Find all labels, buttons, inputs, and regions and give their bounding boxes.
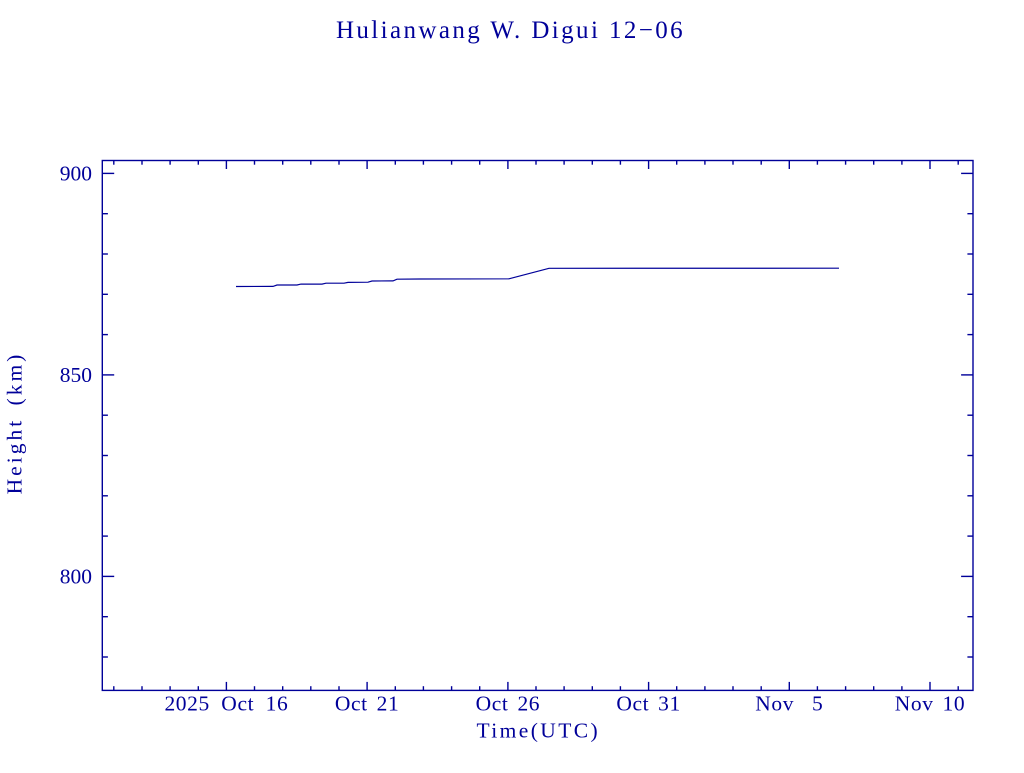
svg-text:900: 900 — [60, 162, 92, 186]
svg-text:Time(UTC): Time(UTC) — [477, 718, 601, 742]
svg-text:Nov 5: Nov 5 — [755, 691, 823, 715]
svg-text:Oct 26: Oct 26 — [476, 691, 541, 715]
svg-text:850: 850 — [60, 363, 92, 387]
svg-text:2025 Oct 16: 2025 Oct 16 — [164, 691, 288, 715]
svg-text:Hulianwang W. Digui 12−06: Hulianwang W. Digui 12−06 — [336, 17, 685, 44]
svg-text:800: 800 — [60, 565, 92, 589]
svg-text:Nov 10: Nov 10 — [895, 691, 966, 715]
svg-text:Oct 31: Oct 31 — [616, 691, 681, 715]
svg-text:Height (km): Height (km) — [3, 352, 27, 495]
svg-text:Oct 21: Oct 21 — [335, 691, 400, 715]
